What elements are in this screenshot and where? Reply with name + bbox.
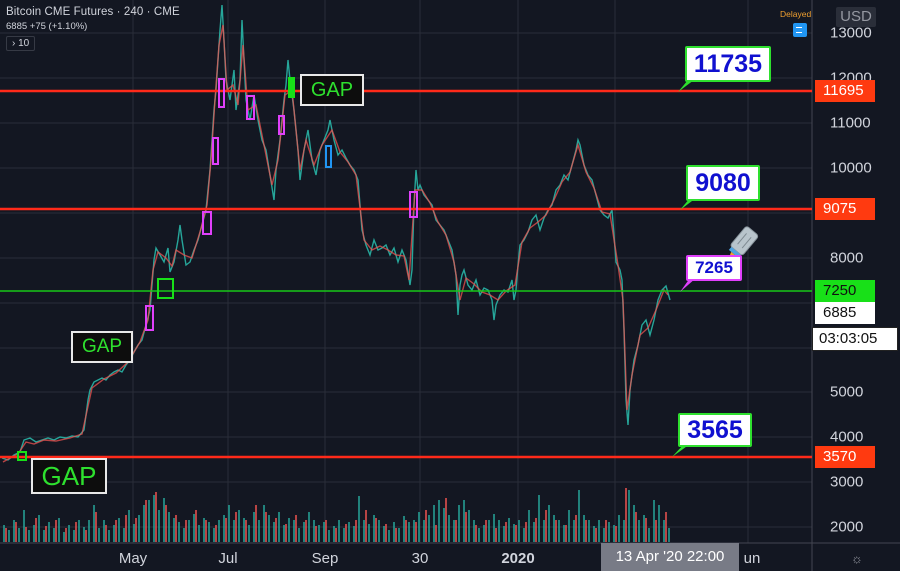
price-badge-7250: 7250 — [815, 280, 875, 302]
highlight-boxes — [17, 77, 418, 461]
delayed-label: Delayed — [780, 9, 812, 19]
callout-3565[interactable]: 3565 — [678, 413, 752, 447]
price-change: 6885 +75 (+1.10%) — [6, 21, 88, 32]
volume-bars — [3, 488, 670, 542]
y-tick-13000: 13000 — [830, 24, 872, 42]
y-tick-11000: 11000 — [830, 114, 871, 132]
x-tick-may: May — [118, 550, 148, 567]
x-tick-sep: Sep — [311, 550, 339, 567]
baby-bottle-icon — [728, 226, 759, 258]
bar-countdown: 03:03:05 — [812, 327, 898, 351]
price-badge-3570: 3570 — [815, 446, 875, 468]
x-tick-jun: un — [743, 550, 761, 567]
settings-gear-icon[interactable]: ☼ — [851, 551, 863, 566]
symbol-title[interactable]: Bitcoin CME Futures · 240 · CME — [6, 6, 180, 18]
callout-11735[interactable]: 11735 — [685, 46, 771, 82]
crosshair-date-label: 13 Apr '20 22:00 — [601, 543, 739, 571]
gap-label-aug[interactable]: GAP — [300, 74, 364, 106]
x-tick-30: 30 — [411, 550, 429, 567]
indicators-toggle-button[interactable]: › 10 — [6, 36, 36, 51]
callout-7265[interactable]: 7265 — [686, 255, 742, 281]
currency-label[interactable]: USD — [836, 7, 876, 27]
chart-header: Bitcoin CME Futures · 240 · CME 6885 +75… — [6, 6, 180, 51]
y-tick-4000: 4000 — [830, 428, 864, 446]
price-badge-11695: 11695 — [815, 80, 875, 102]
y-tick-5000: 5000 — [830, 383, 864, 401]
gap-label-apr[interactable]: GAP — [71, 331, 133, 363]
x-tick-2020: 2020 — [501, 550, 535, 567]
x-tick-jul: Jul — [218, 550, 238, 567]
y-tick-10000: 10000 — [830, 159, 872, 177]
gap-label-jan[interactable]: GAP — [31, 458, 107, 494]
callout-9080[interactable]: 9080 — [686, 165, 760, 201]
price-badge-9075: 9075 — [815, 198, 875, 220]
fullscreen-icon[interactable] — [793, 23, 807, 37]
y-tick-2000: 2000 — [830, 518, 864, 536]
y-tick-3000: 3000 — [830, 473, 864, 491]
last-price-badge: 6885 — [815, 302, 875, 324]
y-tick-8000: 8000 — [830, 249, 864, 267]
